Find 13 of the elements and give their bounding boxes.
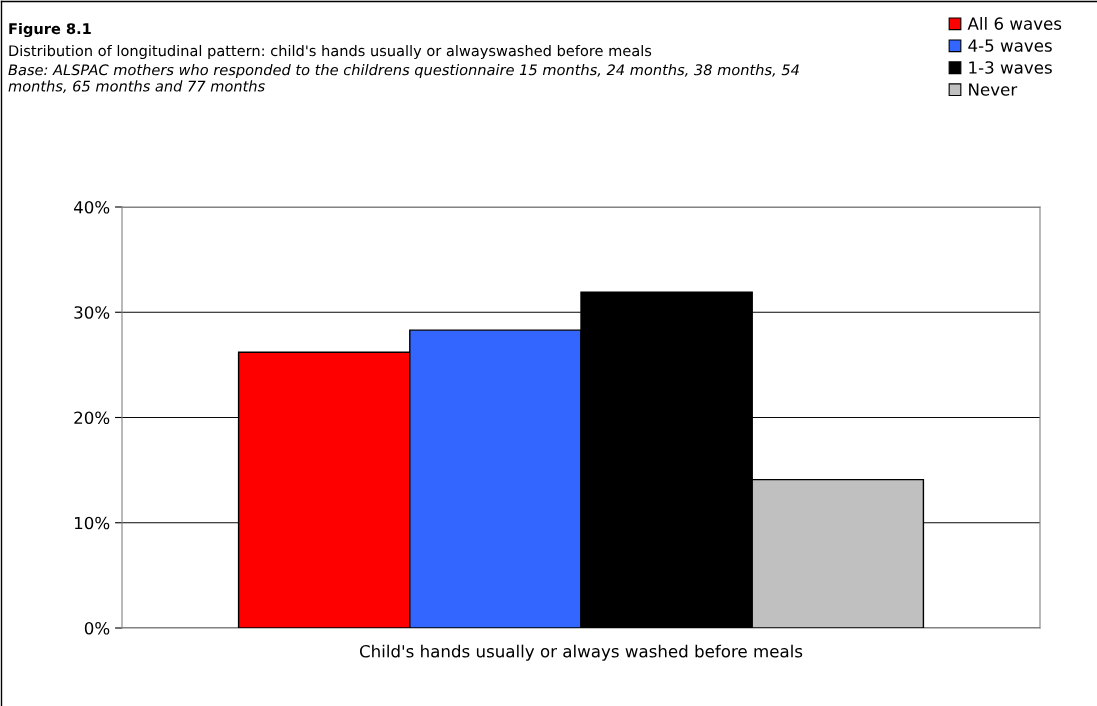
y-tick-label: 0% <box>84 621 110 635</box>
chart-subtitle: Distribution of longitudinal pattern: child's hands usually or alwayswashed before meals <box>9 44 652 60</box>
text: Base: ALSPAC mothers who responded to the childrens questionnaire 15 months, 24 months, 38 months, 54 months, 65 months and 77 months <box>8 64 799 94</box>
chart-title: Figure 8.1 <box>9 22 91 38</box>
y-tick-label: 30% <box>74 306 110 319</box>
y-tick-label: 10% <box>74 516 110 530</box>
y-tick-label: 20% <box>74 411 110 425</box>
legend-label: 1-3 waves <box>969 61 1052 74</box>
x-tick-label: Child's hands usually or always washed before meals <box>359 644 803 661</box>
legend-label: 4-5 waves <box>968 39 1052 52</box>
legend-label: Never <box>969 83 1018 96</box>
y-tick-label: 40% <box>73 200 110 214</box>
legend-label: All 6 waves <box>967 17 1062 30</box>
